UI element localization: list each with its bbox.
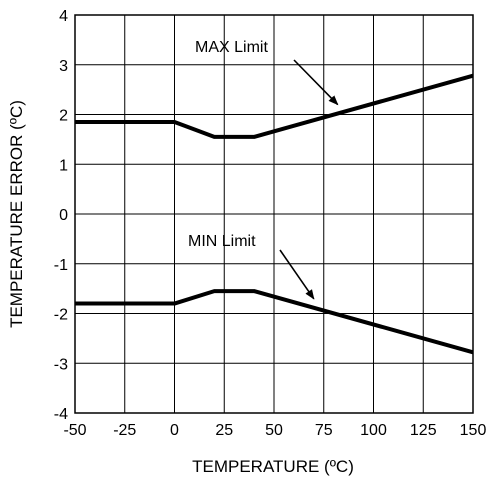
x-tick-label: 100: [360, 422, 387, 439]
grid: [74, 14, 474, 414]
x-tick-label: -25: [113, 422, 136, 439]
y-tick-label: -4: [54, 406, 68, 423]
y-tick-label: -1: [54, 257, 68, 274]
annotation-arrow: [293, 59, 339, 106]
tick-labels: -50 -25 0 25 50 75 100 125 150 -4 -3 -2 -1 0 1 2 3 4: [54, 8, 487, 439]
annotation-label: MAX Limit: [195, 39, 268, 56]
series-lines: [75, 73, 474, 355]
y-tick-label: 3: [59, 58, 68, 75]
y-axis-title: TEMPERATURE ERROR (ºC): [7, 100, 26, 328]
y-tick-label: 2: [59, 108, 68, 125]
y-tick-label: -2: [54, 307, 68, 324]
x-tick-label: 125: [410, 422, 437, 439]
x-tick-label: 50: [265, 422, 283, 439]
plot-frame: [74, 14, 474, 414]
annotation-arrow: [279, 249, 315, 300]
x-tick-label: 25: [215, 422, 233, 439]
x-axis-title: TEMPERATURE (ºC): [192, 457, 354, 476]
y-tick-label: 0: [59, 207, 68, 224]
annotations: MAX Limit MIN Limit: [188, 39, 339, 300]
y-tick-label: -3: [54, 356, 68, 373]
x-tick-label: 0: [170, 422, 179, 439]
y-tick-label: 1: [59, 157, 68, 174]
x-tick-label: 150: [460, 422, 487, 439]
series-line-min-limit: [75, 289, 474, 355]
x-tick-label: 75: [315, 422, 333, 439]
series-line-max-limit: [75, 73, 474, 139]
annotation-label: MIN Limit: [188, 233, 256, 250]
x-tick-label: -50: [63, 422, 86, 439]
y-tick-label: 4: [59, 8, 68, 25]
